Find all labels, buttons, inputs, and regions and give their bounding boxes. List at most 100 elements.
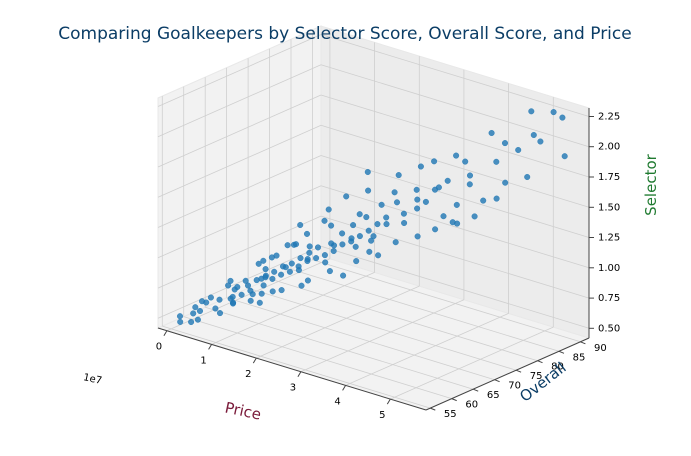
data-point [422,198,429,205]
data-point [350,222,357,229]
data-point [230,299,237,306]
data-point [383,214,390,221]
data-point [249,291,256,298]
data-point [177,318,184,325]
data-point [321,252,328,259]
data-point [528,108,535,115]
data-point [282,264,289,271]
data-point [370,233,377,240]
data-point [304,277,311,284]
z-tick-label: 2.25 [598,112,620,123]
grid-line-y [290,268,560,352]
y-tick-label: 85 [573,352,586,363]
data-point [356,211,363,218]
data-points [176,108,568,326]
data-point [348,235,355,242]
z-tick-label: 1.75 [598,172,620,183]
y-tick-label: 80 [551,362,564,373]
data-point [304,256,311,263]
data-point [298,282,305,289]
data-point [260,257,267,264]
data-point [198,298,205,305]
data-point [212,305,219,312]
data-point [471,213,478,220]
x-tick-label: 0 [156,342,162,353]
data-point [365,187,372,194]
data-point [515,146,522,153]
grid-line-y [269,278,538,362]
data-point [339,241,346,248]
x-tick-label: 1 [200,355,206,366]
data-point [488,129,495,136]
data-point [331,242,338,249]
grid-line-z [320,124,590,208]
data-point [467,172,474,179]
data-point [288,260,295,267]
data-point [383,221,390,228]
grid-line-z [157,245,322,319]
grid-line-y [183,316,452,399]
data-point [374,221,381,228]
data-point [537,138,544,145]
grid-line-y [247,287,517,371]
data-point [449,219,456,226]
data-point [304,230,311,237]
data-point [401,219,408,226]
data-point [192,304,199,311]
data-point [258,275,265,282]
x-axis-offset-label: 1e7 [82,372,103,387]
y-tick-label: 60 [465,400,478,411]
data-point [366,248,373,255]
x-tick-mark [163,330,168,336]
data-point [391,189,398,196]
data-point [190,310,197,317]
data-point [176,313,183,320]
data-point [330,247,337,254]
data-point [278,271,285,278]
data-point [262,272,269,279]
y-tick-mark [430,407,436,411]
data-point [462,158,469,165]
data-point [238,291,245,298]
data-point [295,267,302,274]
y-tick-mark [473,388,479,392]
grid-line-y [226,297,495,381]
grid-line-y [162,325,431,409]
y-tick-mark [558,350,565,354]
y-tick-label: 55 [444,409,457,420]
grid-line-z [157,215,322,289]
x-tick-label: 3 [290,383,296,394]
x-axis-line [157,327,427,411]
data-point [255,260,262,267]
data-point [188,319,195,326]
z-tick-label: 1.25 [598,233,620,244]
data-point [284,242,291,249]
z-tick-label: 0.50 [598,323,620,334]
data-point [365,227,372,234]
y-tick-mark [515,369,522,373]
x-tick-mark [252,357,257,364]
data-point [480,197,487,204]
z-tick-label: 0.75 [598,293,620,304]
data-point [271,268,278,275]
x-tick-label: 2 [245,369,251,380]
data-point [306,243,313,250]
grid-line-z [320,185,590,269]
data-point [244,282,251,289]
data-point [286,268,293,275]
grid-line-z [157,64,322,138]
data-point [326,268,333,275]
z-tick-label: 2.00 [598,142,620,153]
data-point [530,131,537,138]
data-point [352,243,359,250]
data-point [432,186,439,193]
y-tick-mark [494,379,500,383]
grid-line-z [320,215,590,299]
grid-line-z [320,155,590,238]
data-point [256,299,263,306]
data-point [363,214,370,221]
data-point [196,308,203,315]
grid-line-x [211,272,375,345]
data-point [524,173,531,180]
